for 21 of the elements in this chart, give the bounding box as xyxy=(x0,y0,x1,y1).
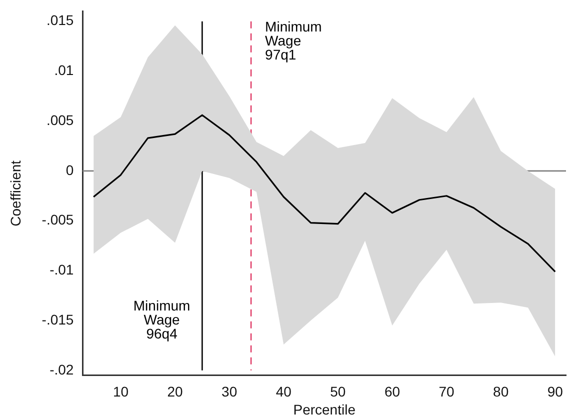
x-tick-label: 10 xyxy=(112,384,129,400)
ref-line-label: Minimum Wage 97q1 xyxy=(265,18,322,62)
y-tick-label: -.01 xyxy=(50,262,74,278)
ref-line-label: Minimum Wage 96q4 xyxy=(133,297,190,342)
y-tick-label: -.005 xyxy=(42,212,74,228)
y-tick-label: .01 xyxy=(54,62,74,78)
x-axis-title: Percentile xyxy=(293,401,356,418)
y-tick-label: .005 xyxy=(46,112,74,128)
x-tick-label: 40 xyxy=(276,384,292,400)
x-tick-label: 30 xyxy=(222,384,238,400)
x-tick-label: 70 xyxy=(438,384,455,400)
x-tick-label: 20 xyxy=(167,384,184,400)
y-tick-label: 0 xyxy=(66,162,74,178)
y-axis-title: Coefficient xyxy=(7,160,24,226)
x-tick-label: 90 xyxy=(547,384,564,400)
y-tick-label: -.015 xyxy=(42,311,74,328)
y-tick-label: .015 xyxy=(46,12,74,28)
x-tick-label: 50 xyxy=(330,384,346,400)
x-tick-label: 80 xyxy=(493,384,509,400)
x-tick-label: 60 xyxy=(384,384,400,400)
y-tick-label: -.02 xyxy=(50,361,74,378)
